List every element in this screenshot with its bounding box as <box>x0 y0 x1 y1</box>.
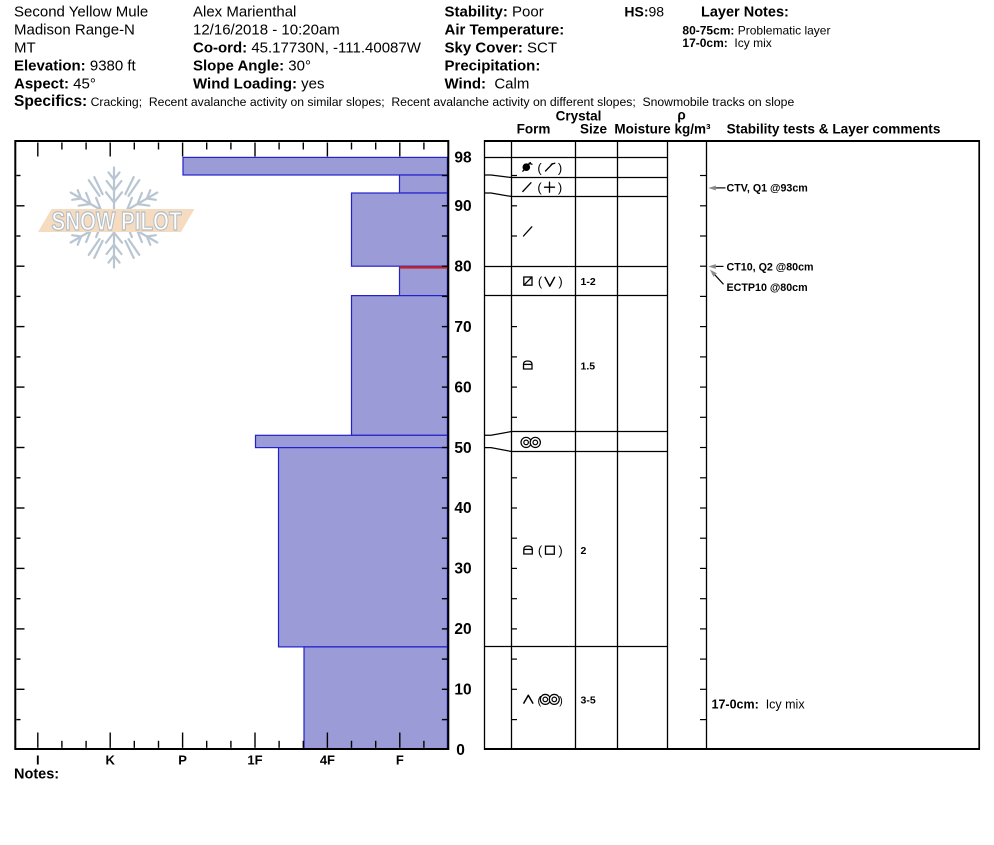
svg-text:Specifics: Cracking; Recent: Specifics: Cracking; Recent avalanche ac… <box>14 93 794 110</box>
svg-text:80-75cm: Problematic layer: 80-75cm: Problematic layer <box>682 24 830 38</box>
svg-text:Notes:: Notes: <box>14 767 59 783</box>
svg-text:Layer Notes:: Layer Notes: <box>701 5 789 21</box>
svg-text:Aspect: 45°: Aspect: 45° <box>14 76 96 93</box>
svg-text:20: 20 <box>454 621 471 638</box>
svg-text:Alex Marienthal: Alex Marienthal <box>193 4 296 21</box>
svg-text:Crystal: Crystal <box>556 109 602 124</box>
svg-text:Wind: Calm: Wind: Calm <box>445 76 530 93</box>
svg-text:17-0cm: Icy mix: 17-0cm: Icy mix <box>712 698 806 712</box>
svg-text:ECTP10 @80cm: ECTP10 @80cm <box>727 282 808 294</box>
svg-text:Wind Loading: yes: Wind Loading: yes <box>193 76 325 93</box>
svg-text:): ) <box>559 695 563 707</box>
svg-text:Sky Cover: SCT: Sky Cover: SCT <box>445 40 558 57</box>
svg-text:Madison Range-N: Madison Range-N <box>14 22 135 39</box>
svg-text:): ) <box>558 180 562 195</box>
svg-text:): ) <box>558 274 562 289</box>
svg-text:K: K <box>106 753 116 768</box>
svg-text:(: ( <box>537 180 542 195</box>
svg-text:ρ: ρ <box>677 108 685 123</box>
svg-text:CTV, Q1 @93cm: CTV, Q1 @93cm <box>727 183 808 195</box>
svg-text:Form: Form <box>517 122 551 137</box>
svg-text:): ) <box>558 543 562 558</box>
svg-text:CT10, Q2 @80cm: CT10, Q2 @80cm <box>727 261 814 273</box>
svg-text:Precipitation:: Precipitation: <box>445 58 541 75</box>
svg-text:10: 10 <box>454 682 471 699</box>
svg-text:98: 98 <box>454 150 472 167</box>
svg-text:1F: 1F <box>247 753 262 768</box>
svg-text:60: 60 <box>454 379 471 396</box>
svg-text:2: 2 <box>581 545 587 557</box>
svg-text:1.5: 1.5 <box>581 361 596 373</box>
svg-text:I: I <box>36 753 40 768</box>
svg-text:90: 90 <box>454 198 471 215</box>
svg-text:HS:98: HS:98 <box>624 4 664 20</box>
svg-text:F: F <box>396 753 404 768</box>
svg-text:Air Temperature:: Air Temperature: <box>445 22 565 39</box>
svg-text:4F: 4F <box>320 753 335 768</box>
svg-text:Co-ord: 45.17730N, -111.40087W: Co-ord: 45.17730N, -111.40087W <box>193 40 422 57</box>
svg-text:Slope Angle: 30°: Slope Angle: 30° <box>193 58 311 75</box>
svg-text:SNOW PILOT: SNOW PILOT <box>52 206 182 236</box>
svg-text:Second Yellow Mule: Second Yellow Mule <box>14 4 148 21</box>
svg-text:Moisture: Moisture <box>614 122 671 137</box>
svg-text:0: 0 <box>456 742 465 759</box>
svg-text:): ) <box>558 160 562 175</box>
svg-text:Size: Size <box>580 122 608 137</box>
svg-text:MT: MT <box>14 40 36 57</box>
svg-text:80: 80 <box>454 258 471 275</box>
svg-text:3-5: 3-5 <box>581 695 596 707</box>
svg-text:12/16/2018 - 10:20am: 12/16/2018 - 10:20am <box>193 22 340 39</box>
svg-text:70: 70 <box>454 319 471 336</box>
svg-text:30: 30 <box>454 561 471 578</box>
svg-text:1-2: 1-2 <box>581 276 596 288</box>
svg-text:(: ( <box>537 160 542 175</box>
svg-text:50: 50 <box>454 440 471 457</box>
svg-text:Elevation: 9380 ft: Elevation: 9380 ft <box>14 58 137 75</box>
svg-text:(: ( <box>538 274 543 289</box>
svg-text:(: ( <box>538 543 543 558</box>
svg-text:17-0cm: Icy mix: 17-0cm: Icy mix <box>682 36 771 50</box>
svg-text:kg/m³: kg/m³ <box>674 122 711 137</box>
svg-text:40: 40 <box>454 500 471 517</box>
svg-text:P: P <box>178 753 187 768</box>
svg-text:(: ( <box>537 695 541 707</box>
svg-text:Stability: Poor: Stability: Poor <box>445 4 544 21</box>
svg-text:Stability tests & Layer commen: Stability tests & Layer comments <box>727 122 941 137</box>
